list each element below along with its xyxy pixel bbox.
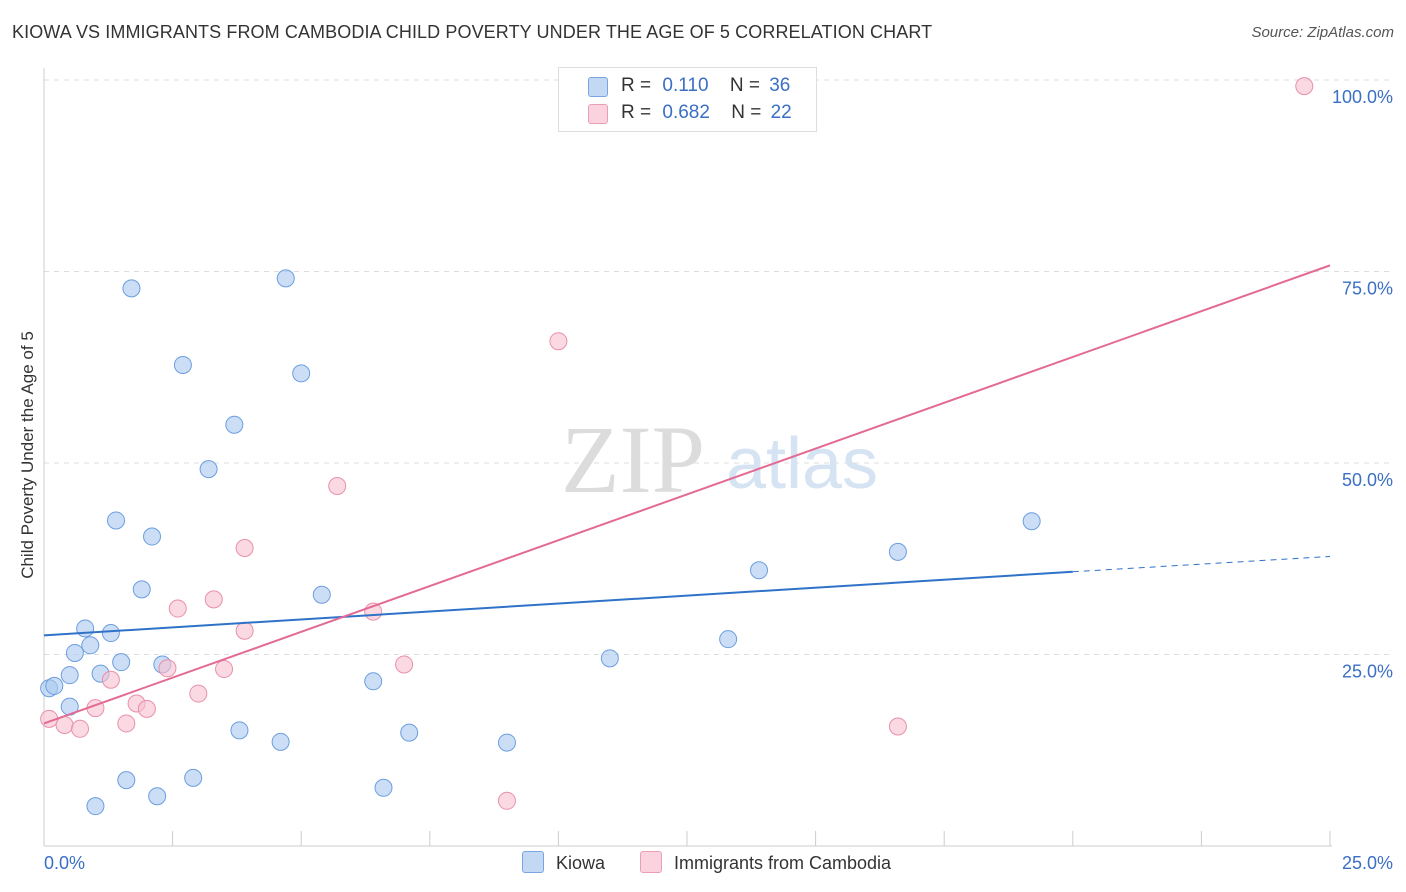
cambodia-point bbox=[189, 684, 208, 703]
watermark-atlas: atlas bbox=[726, 424, 878, 504]
watermark-zip: ZIP bbox=[561, 406, 705, 513]
series-label-cambodia: Immigrants from Cambodia bbox=[674, 853, 892, 873]
y-tick-label: 100.0% bbox=[1332, 87, 1393, 107]
cambodia-point bbox=[117, 714, 136, 733]
kiowa-point bbox=[276, 269, 295, 288]
kiowa-point bbox=[497, 733, 516, 752]
kiowa-point bbox=[292, 364, 311, 383]
cambodia-point bbox=[71, 719, 90, 738]
cambodia-point bbox=[395, 655, 414, 674]
legend-n-label: N = bbox=[729, 75, 760, 96]
x-tick-labels: 0.0% 25.0% bbox=[44, 853, 1393, 873]
x-tick-label: 25.0% bbox=[1342, 853, 1393, 873]
kiowa-point bbox=[888, 542, 907, 561]
series-label-kiowa: Kiowa bbox=[556, 853, 606, 873]
kiowa-point bbox=[364, 672, 383, 691]
cambodia-point bbox=[101, 670, 120, 689]
kiowa-point bbox=[122, 279, 141, 298]
kiowa-point bbox=[600, 649, 619, 668]
legend-text-cambodia: R = 0.682 N = 22 bbox=[621, 102, 792, 124]
kiowa-point bbox=[271, 732, 290, 751]
cambodia-point bbox=[328, 476, 347, 495]
legend-n-label: N = bbox=[731, 102, 762, 123]
watermark: ZIP atlas bbox=[561, 406, 878, 513]
kiowa-point bbox=[60, 666, 79, 685]
chart-source: Source: ZipAtlas.com bbox=[1251, 24, 1394, 41]
cambodia-point bbox=[235, 621, 254, 640]
kiowa-point bbox=[750, 561, 769, 580]
legend-r-value-cambodia: 0.682 bbox=[662, 102, 710, 123]
legend-r-value-kiowa: 0.110 bbox=[662, 75, 709, 96]
kiowa-point bbox=[112, 653, 131, 672]
y-tick-labels: 25.0% 50.0% 75.0% 100.0% bbox=[1332, 87, 1393, 682]
cambodia-point bbox=[168, 599, 187, 618]
kiowa-point bbox=[312, 585, 331, 604]
series-legend: Kiowa Immigrants from Cambodia bbox=[0, 851, 1406, 879]
kiowa-point bbox=[1022, 512, 1041, 531]
gridlines bbox=[44, 79, 1392, 655]
cambodia-point bbox=[215, 660, 234, 679]
kiowa-point bbox=[719, 630, 738, 649]
y-tick-label: 50.0% bbox=[1342, 470, 1393, 490]
points-layer bbox=[40, 77, 1314, 816]
kiowa-point bbox=[374, 778, 393, 797]
kiowa-point bbox=[65, 643, 84, 662]
kiowa-point bbox=[45, 676, 64, 695]
chart-title: KIOWA VS IMMIGRANTS FROM CAMBODIA CHILD … bbox=[12, 22, 933, 42]
kiowa-point bbox=[230, 721, 249, 740]
kiowa-point bbox=[143, 527, 162, 546]
series-legend-cambodia: Immigrants from Cambodia bbox=[640, 851, 891, 874]
kiowa-point bbox=[76, 619, 95, 638]
cambodia-point bbox=[497, 791, 516, 810]
kiowa-trend-line bbox=[43, 570, 1073, 637]
kiowa-trend-line-extension bbox=[1072, 555, 1331, 573]
kiowa-point bbox=[101, 624, 120, 643]
legend-text-kiowa: R = 0.110 N = 36 bbox=[621, 75, 790, 97]
legend-n-value-cambodia: 22 bbox=[770, 102, 792, 123]
legend-r-label: R = bbox=[621, 75, 652, 96]
kiowa-point bbox=[86, 797, 105, 816]
cambodia-point bbox=[1295, 77, 1314, 96]
kiowa-point bbox=[400, 723, 419, 742]
cambodia-point bbox=[204, 590, 223, 609]
kiowa-point bbox=[117, 771, 136, 790]
legend-swatch-cambodia bbox=[588, 104, 608, 124]
trend-layer bbox=[43, 264, 1331, 725]
cambodia-point bbox=[549, 332, 568, 351]
x-ticks bbox=[43, 831, 1331, 846]
kiowa-point bbox=[107, 511, 126, 530]
series-swatch-kiowa bbox=[522, 851, 544, 873]
kiowa-point bbox=[199, 460, 218, 479]
legend-n-value-kiowa: 36 bbox=[769, 75, 791, 96]
series-swatch-cambodia bbox=[640, 851, 662, 873]
y-tick-label: 75.0% bbox=[1342, 279, 1393, 299]
kiowa-point bbox=[184, 768, 203, 787]
kiowa-point bbox=[148, 787, 167, 806]
kiowa-point bbox=[225, 415, 244, 434]
series-legend-kiowa: Kiowa bbox=[522, 851, 605, 874]
x-tick-label: 0.0% bbox=[44, 853, 85, 873]
correlation-legend: R = 0.110 N = 36 R = 0.682 N = 22 bbox=[558, 67, 817, 132]
cambodia-point bbox=[158, 659, 177, 678]
kiowa-point bbox=[81, 636, 100, 655]
kiowa-point bbox=[132, 580, 151, 599]
cambodia-point bbox=[235, 539, 254, 558]
legend-r-label: R = bbox=[621, 102, 652, 123]
legend-swatch-kiowa bbox=[588, 77, 608, 97]
cambodia-point bbox=[888, 717, 907, 736]
y-tick-label: 25.0% bbox=[1342, 662, 1393, 682]
cambodia-point bbox=[137, 699, 156, 718]
kiowa-point bbox=[173, 355, 192, 374]
cambodia-trend-line bbox=[43, 264, 1331, 725]
